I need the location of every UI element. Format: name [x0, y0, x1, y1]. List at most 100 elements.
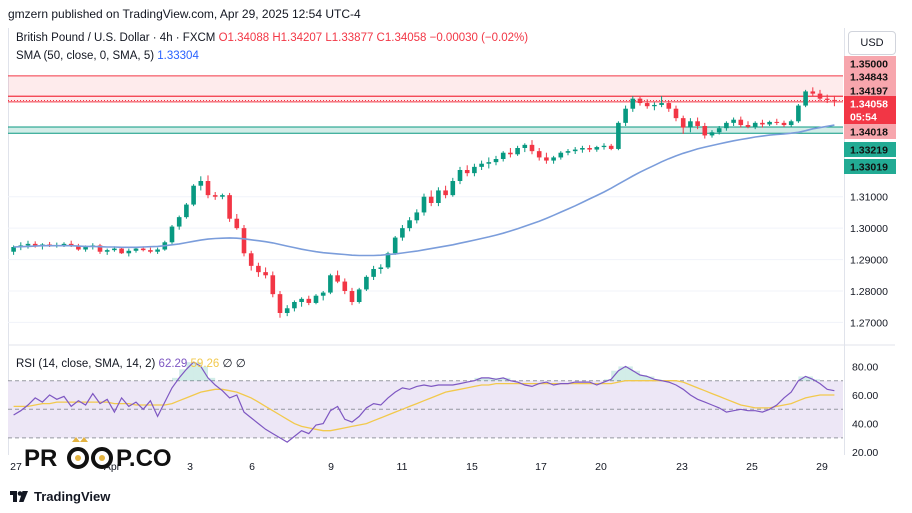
candle-body	[133, 248, 139, 251]
rsi-overbought-fill	[481, 377, 489, 381]
candle-body	[752, 122, 758, 127]
candle-body	[659, 103, 664, 105]
legend-rsi-label[interactable]: RSI (14, close, SMA, 14, 2)	[16, 358, 156, 370]
candle-body	[241, 228, 247, 254]
candle-body	[227, 195, 232, 219]
proop-watermark-logo: PR P.CO	[24, 437, 172, 472]
candle-body	[587, 148, 592, 150]
candle-body	[119, 248, 124, 254]
price-tick-label: 1.28000	[850, 286, 888, 298]
candle-body	[277, 294, 283, 313]
candle-body	[83, 247, 88, 250]
x-tick-label: 17	[535, 461, 547, 473]
candle-body	[263, 272, 268, 276]
rsi-overbought-fill	[625, 366, 633, 381]
candle-body	[745, 125, 751, 127]
candle-body	[234, 218, 240, 229]
candle-body	[414, 212, 420, 221]
candle-body	[817, 93, 823, 99]
candle-body	[522, 144, 528, 148]
candle-body	[630, 98, 636, 109]
candle-body	[205, 181, 211, 196]
price-label-box	[844, 124, 896, 139]
zone-support	[8, 126, 843, 134]
legend-symbol[interactable]: British Pound / U.S. Dollar · 4h · FXCM	[16, 32, 216, 44]
candle-body	[551, 157, 556, 161]
rsi-overbought-fill	[640, 375, 648, 381]
legend-rsi-value: 62.29	[158, 358, 188, 370]
candle-body	[666, 103, 672, 109]
candle-body	[601, 145, 607, 148]
legend-rsi-extra: ∅ ∅	[222, 358, 246, 370]
candle-body	[652, 104, 657, 107]
price-label-text: 1.34018	[850, 127, 888, 139]
currency-button[interactable]: USD	[848, 31, 896, 55]
candle-body	[385, 253, 391, 268]
legend-ohlc: O1.34088 H1.34207 L1.33877 C1.34058 −0.0…	[218, 32, 529, 44]
x-tick-label: 6	[249, 461, 255, 473]
candle-body	[342, 281, 348, 291]
candle-body	[515, 148, 520, 155]
rsi-overbought-fill	[618, 366, 626, 381]
legend-rsi: RSI (14, close, SMA, 14, 2) 62.29 59.26 …	[16, 356, 246, 370]
candle-body	[176, 217, 182, 227]
candle-body	[457, 170, 463, 181]
candle-body	[11, 247, 16, 252]
candle-body	[400, 228, 405, 238]
rsi-overbought-fill	[632, 370, 640, 381]
candle-body	[767, 121, 772, 125]
candle-body	[407, 220, 412, 229]
tradingview-brand: TradingView	[34, 489, 111, 504]
candle-body	[464, 170, 470, 174]
candle-body	[328, 275, 333, 293]
rsi-overbought-fill	[193, 362, 201, 381]
tradingview-footer[interactable]: TradingView	[10, 489, 110, 504]
candle-body	[738, 119, 744, 126]
candle-body	[695, 121, 700, 126]
price-label-text: 1.34197	[850, 86, 888, 98]
candle-body	[184, 204, 189, 218]
candle-body	[198, 181, 204, 186]
price-label-text: 1.34058	[850, 99, 888, 111]
rsi-overbought-fill	[172, 377, 180, 381]
candle-body	[349, 291, 355, 302]
rsi-overbought-fill	[179, 369, 187, 381]
candle-body	[97, 245, 103, 252]
candle-body	[270, 275, 276, 295]
candle-body	[803, 91, 808, 106]
candle-body	[500, 152, 506, 159]
rsi-tick-label: 60.00	[852, 390, 878, 402]
candle-body	[529, 144, 535, 152]
x-tick-label: 15	[466, 461, 478, 473]
candle-body	[580, 148, 585, 150]
candle-body	[220, 195, 225, 197]
candle-body	[544, 157, 549, 161]
price-label-text: 1.34843	[850, 72, 888, 84]
candle-body	[486, 162, 492, 164]
price-label-box	[844, 56, 896, 71]
chart-pane[interactable]	[8, 28, 845, 455]
rsi-line	[13, 361, 835, 443]
price-label-text: 1.35000	[850, 59, 888, 71]
svg-text:P.CO: P.CO	[116, 445, 172, 472]
rsi-overbought-fill	[647, 376, 655, 381]
candle-body	[148, 250, 153, 252]
price-label-box	[844, 69, 896, 84]
rsi-overbought-fill	[488, 377, 496, 381]
tradingview-logo-icon	[10, 491, 28, 502]
candle-body	[25, 243, 31, 246]
candle-body	[284, 308, 290, 313]
candle-body	[680, 118, 686, 128]
x-tick-label: 23	[676, 461, 688, 473]
legend-sma-label[interactable]: SMA (50, close, 0, SMA, 5)	[16, 50, 155, 62]
price-label-box	[844, 96, 896, 111]
candle-body	[565, 151, 571, 153]
candle-body	[832, 99, 837, 101]
candle-body	[572, 149, 578, 152]
candle-body	[558, 152, 564, 158]
candle-body	[702, 126, 708, 136]
candle-body	[623, 108, 628, 123]
rsi-tick-label: 40.00	[852, 419, 878, 431]
